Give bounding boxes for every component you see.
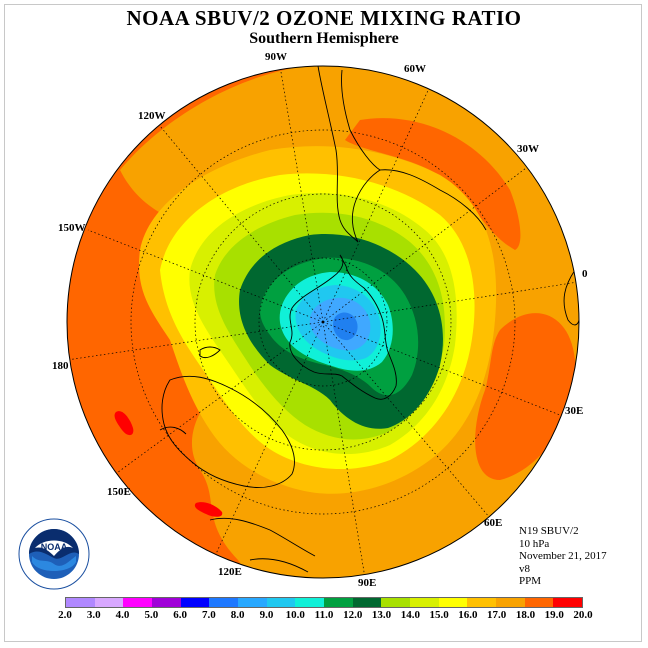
contour-18-patch-east: [475, 313, 576, 480]
lon-label-150e: 150E: [107, 486, 131, 498]
lon-label-0: 0: [582, 268, 588, 280]
lon-label-180: 180: [52, 360, 69, 372]
lon-label-120w: 120W: [138, 110, 166, 122]
colorbar-tick-label: 17.0: [487, 609, 507, 621]
colorbar-swatch: [209, 598, 239, 607]
colorbar-swatch: [438, 598, 468, 607]
colorbar-tick-label: 15.0: [429, 609, 449, 621]
lon-label-90w: 90W: [265, 51, 287, 63]
logo-wordmark: NOAA: [41, 542, 68, 552]
coastlines: [159, 66, 579, 573]
colorbar-tick-label: 20.0: [573, 609, 593, 621]
image-frame: [4, 4, 642, 642]
colorbar-tick-label: 11.0: [314, 609, 334, 621]
noaa-logo-icon: NOAA: [18, 518, 90, 590]
colorbar-swatch: [524, 598, 554, 607]
lon-label-60w: 60W: [404, 63, 426, 75]
colorbar-swatch: [238, 598, 267, 607]
hotspot-west: [114, 411, 134, 436]
colorbar-swatch: [496, 598, 525, 607]
colorbar-swatch: [324, 598, 353, 607]
page-subtitle: Southern Hemisphere: [249, 30, 399, 47]
colorbar-tick-label: 12.0: [343, 609, 363, 621]
colorbar-tick-label: 2.0: [58, 609, 72, 621]
hotspot-southwest: [194, 502, 223, 517]
colorbar-swatch: [94, 598, 124, 607]
colorbar-swatch: [180, 598, 210, 607]
contour-18-patch-northeast: [345, 118, 521, 250]
colorbar-tick-label: 13.0: [371, 609, 392, 621]
colorbar-tick-label: 7.0: [202, 609, 216, 621]
map-boundary: [66, 65, 580, 579]
lon-label-90e: 90E: [358, 577, 377, 589]
lon-label-30e: 30E: [565, 405, 584, 417]
colorbar-tick-label: 10.0: [285, 609, 305, 621]
colorbar: [65, 597, 583, 608]
latitude-circles: [130, 129, 516, 515]
colorbar-tick-label: 18.0: [515, 609, 536, 621]
colorbar-swatch: [381, 598, 411, 607]
colorbar-tick-label: 6.0: [173, 609, 187, 621]
colorbar-swatch: [553, 598, 583, 607]
lon-label-60e: 60E: [484, 517, 503, 529]
units-label: PPM: [519, 575, 542, 587]
colorbar-labels: 2.0 3.0 4.0 5.0 6.0 7.0 8.0 9.0 10.0 11.0 12.0 13.0…: [58, 609, 593, 623]
colorbar-swatch: [123, 598, 153, 607]
lon-label-120e: 120E: [218, 566, 242, 578]
page-title: NOAA SBUV/2 OZONE MIXING RATIO: [126, 6, 522, 30]
colorbar-tick-label: 4.0: [115, 609, 130, 621]
colorbar-swatch: [352, 598, 382, 607]
colorbar-tick-label: 19.0: [544, 609, 564, 621]
colorbar-tick-label: 14.0: [400, 609, 420, 621]
colorbar-swatch: [152, 598, 181, 607]
info-block: N19 SBUV/2 10 hPa November 21, 2017 v8 P…: [519, 525, 607, 588]
lon-label-30w: 30W: [517, 143, 539, 155]
colorbar-swatch: [467, 598, 497, 607]
colorbar-tick-label: 5.0: [144, 609, 159, 621]
colorbar-tick-label: 9.0: [259, 609, 274, 621]
lon-label-150w: 150W: [58, 222, 86, 234]
colorbar-tick-label: 16.0: [458, 609, 478, 621]
pressure-level: 10 hPa: [519, 537, 550, 550]
colorbar-swatch: [66, 598, 95, 607]
colorbar-tick-label: 3.0: [86, 609, 101, 621]
algorithm-version: v8: [519, 562, 530, 575]
colorbar-tick-label: 8.0: [230, 609, 245, 621]
colorbar-swatch: [410, 598, 439, 607]
satellite-name: N19 SBUV/2: [519, 525, 579, 537]
meridian-lines: [67, 66, 579, 578]
observation-date: November 21, 2017: [519, 550, 607, 562]
colorbar-swatch: [295, 598, 325, 607]
colorbar-swatch: [266, 598, 296, 607]
